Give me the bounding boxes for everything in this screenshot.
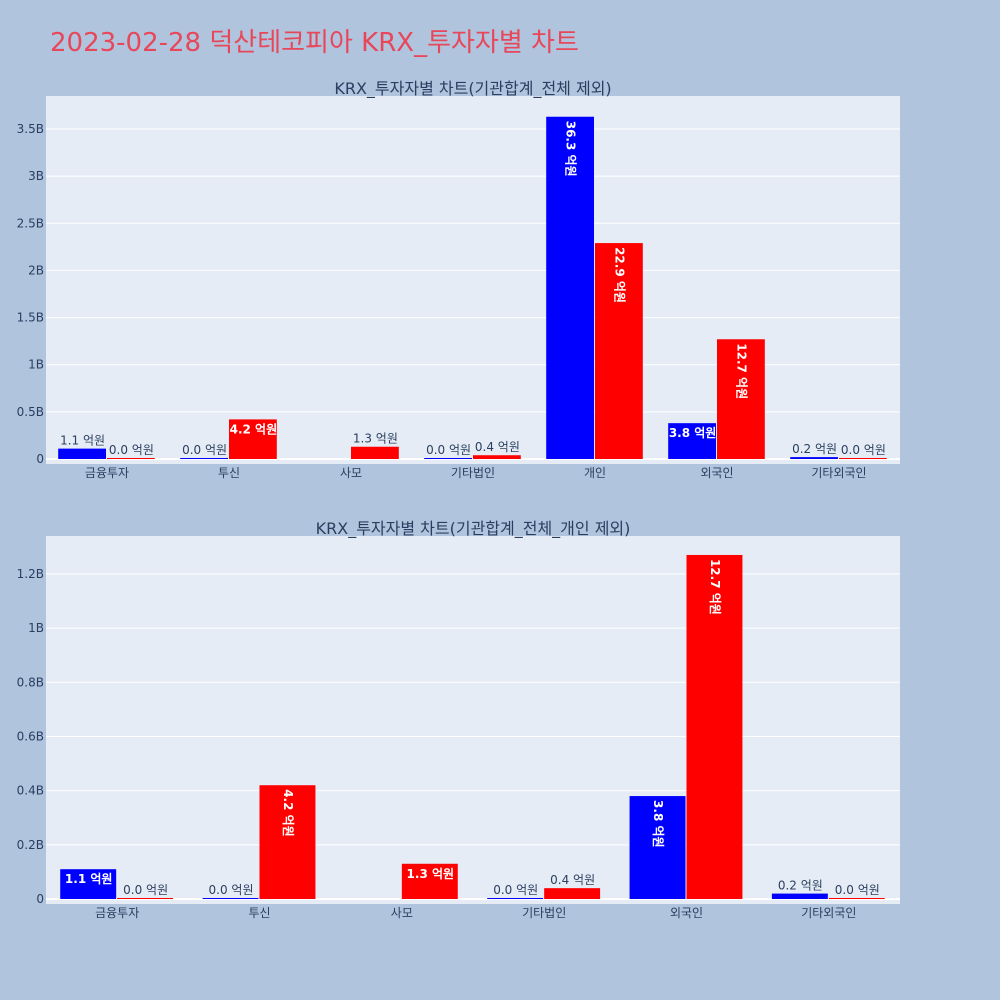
data-label: 0.4 억원 — [475, 440, 520, 454]
data-label: 0.2 억원 — [778, 879, 823, 893]
bar — [259, 785, 316, 899]
bar — [686, 554, 743, 899]
y-tick-label: 0.2B — [17, 838, 44, 852]
bar — [107, 458, 155, 459]
bar — [771, 893, 828, 899]
x-tick-label: 투신 — [248, 906, 270, 920]
bar — [595, 243, 643, 459]
bar — [546, 116, 594, 459]
x-tick-label: 기타외국인 — [811, 466, 866, 480]
x-tick-label: 기타법인 — [522, 906, 566, 920]
data-label: 1.1 억원 — [60, 434, 105, 448]
x-tick-label: 기타법인 — [451, 466, 495, 480]
x-tick-label: 금융투자 — [95, 906, 139, 920]
data-label: 12.7 억원 — [708, 559, 722, 615]
data-label: 0.0 억원 — [123, 883, 168, 897]
x-tick-label: 사모 — [340, 466, 362, 480]
x-tick-label: 외국인 — [700, 466, 733, 480]
bar — [60, 869, 117, 899]
bar — [58, 448, 106, 459]
y-tick-label: 1.5B — [17, 311, 44, 325]
bar — [828, 898, 885, 899]
bar — [351, 446, 399, 459]
data-label: 0.0 억원 — [426, 443, 471, 457]
data-label: 1.1 억원 — [65, 872, 113, 886]
y-tick-label: 0 — [36, 452, 44, 466]
chart-title: KRX_투자자별 차트(기관합계_전체 제외) — [334, 79, 611, 99]
bar — [401, 863, 458, 899]
bar — [668, 423, 716, 459]
data-label: 3.8 억원 — [669, 426, 717, 440]
data-label: 0.0 억원 — [493, 883, 538, 897]
data-label: 4.2 억원 — [230, 422, 278, 436]
data-label: 0.2 억원 — [792, 442, 837, 456]
y-tick-label: 1B — [28, 358, 44, 372]
x-tick-label: 외국인 — [670, 906, 703, 920]
y-tick-label: 3B — [28, 169, 44, 183]
data-label: 22.9 억원 — [612, 247, 626, 303]
x-tick-label: 투신 — [218, 466, 240, 480]
x-tick-label: 사모 — [391, 906, 413, 920]
bar — [790, 457, 838, 459]
bar — [117, 898, 174, 899]
y-tick-label: 0.6B — [17, 729, 44, 743]
bar — [202, 898, 259, 899]
y-tick-label: 0 — [36, 892, 44, 906]
bar — [487, 898, 544, 899]
y-tick-label: 1B — [28, 621, 44, 635]
y-tick-label: 3.5B — [17, 122, 44, 136]
chart-title: KRX_투자자별 차트(기관합계_전체_개인 제외) — [316, 519, 631, 539]
data-label: 1.3 억원 — [353, 432, 398, 446]
chart-1: 0 0.5B 1B 1.5B 2B 2.5B 3B 3.5B KRX_투자자별 차트(기관합계_… — [17, 79, 900, 480]
page-title: 2023-02-28 덕산테코피아 KRX_투자자별 차트 — [50, 28, 579, 58]
y-tick-label: 2.5B — [17, 216, 44, 230]
bar — [629, 796, 686, 899]
data-label: 36.3 억원 — [564, 121, 578, 177]
bar — [717, 339, 765, 459]
x-tick-label: 금융투자 — [85, 466, 129, 480]
bar — [473, 455, 521, 459]
bar — [180, 458, 228, 459]
x-tick-label: 기타외국인 — [801, 906, 856, 920]
bar — [424, 458, 472, 459]
data-label: 0.0 억원 — [182, 443, 227, 457]
chart-2: 0 0.2B 0.4B 0.6B 0.8B 1B 1.2B KRX_투자자별 차트(기관합계_… — [17, 519, 900, 920]
x-tick-label: 개인 — [584, 466, 606, 480]
bar — [544, 888, 601, 899]
data-label: 4.2 억원 — [281, 789, 295, 837]
plot-area — [46, 536, 900, 904]
data-label: 0.0 억원 — [841, 443, 886, 457]
y-tick-label: 0.4B — [17, 784, 44, 798]
data-label: 0.0 억원 — [835, 883, 880, 897]
data-label: 1.3 억원 — [407, 867, 455, 881]
data-label: 0.0 억원 — [209, 883, 254, 897]
data-label: 0.4 억원 — [550, 873, 595, 887]
data-label: 3.8 억원 — [651, 800, 665, 848]
y-tick-label: 2B — [28, 263, 44, 277]
y-tick-label: 0.8B — [17, 675, 44, 689]
bar — [839, 458, 887, 459]
bar — [229, 419, 277, 459]
y-tick-label: 0.5B — [17, 405, 44, 419]
data-label: 0.0 억원 — [109, 443, 154, 457]
data-label: 12.7 억원 — [734, 343, 748, 399]
y-tick-label: 1.2B — [17, 567, 44, 581]
plot-area — [46, 96, 900, 464]
